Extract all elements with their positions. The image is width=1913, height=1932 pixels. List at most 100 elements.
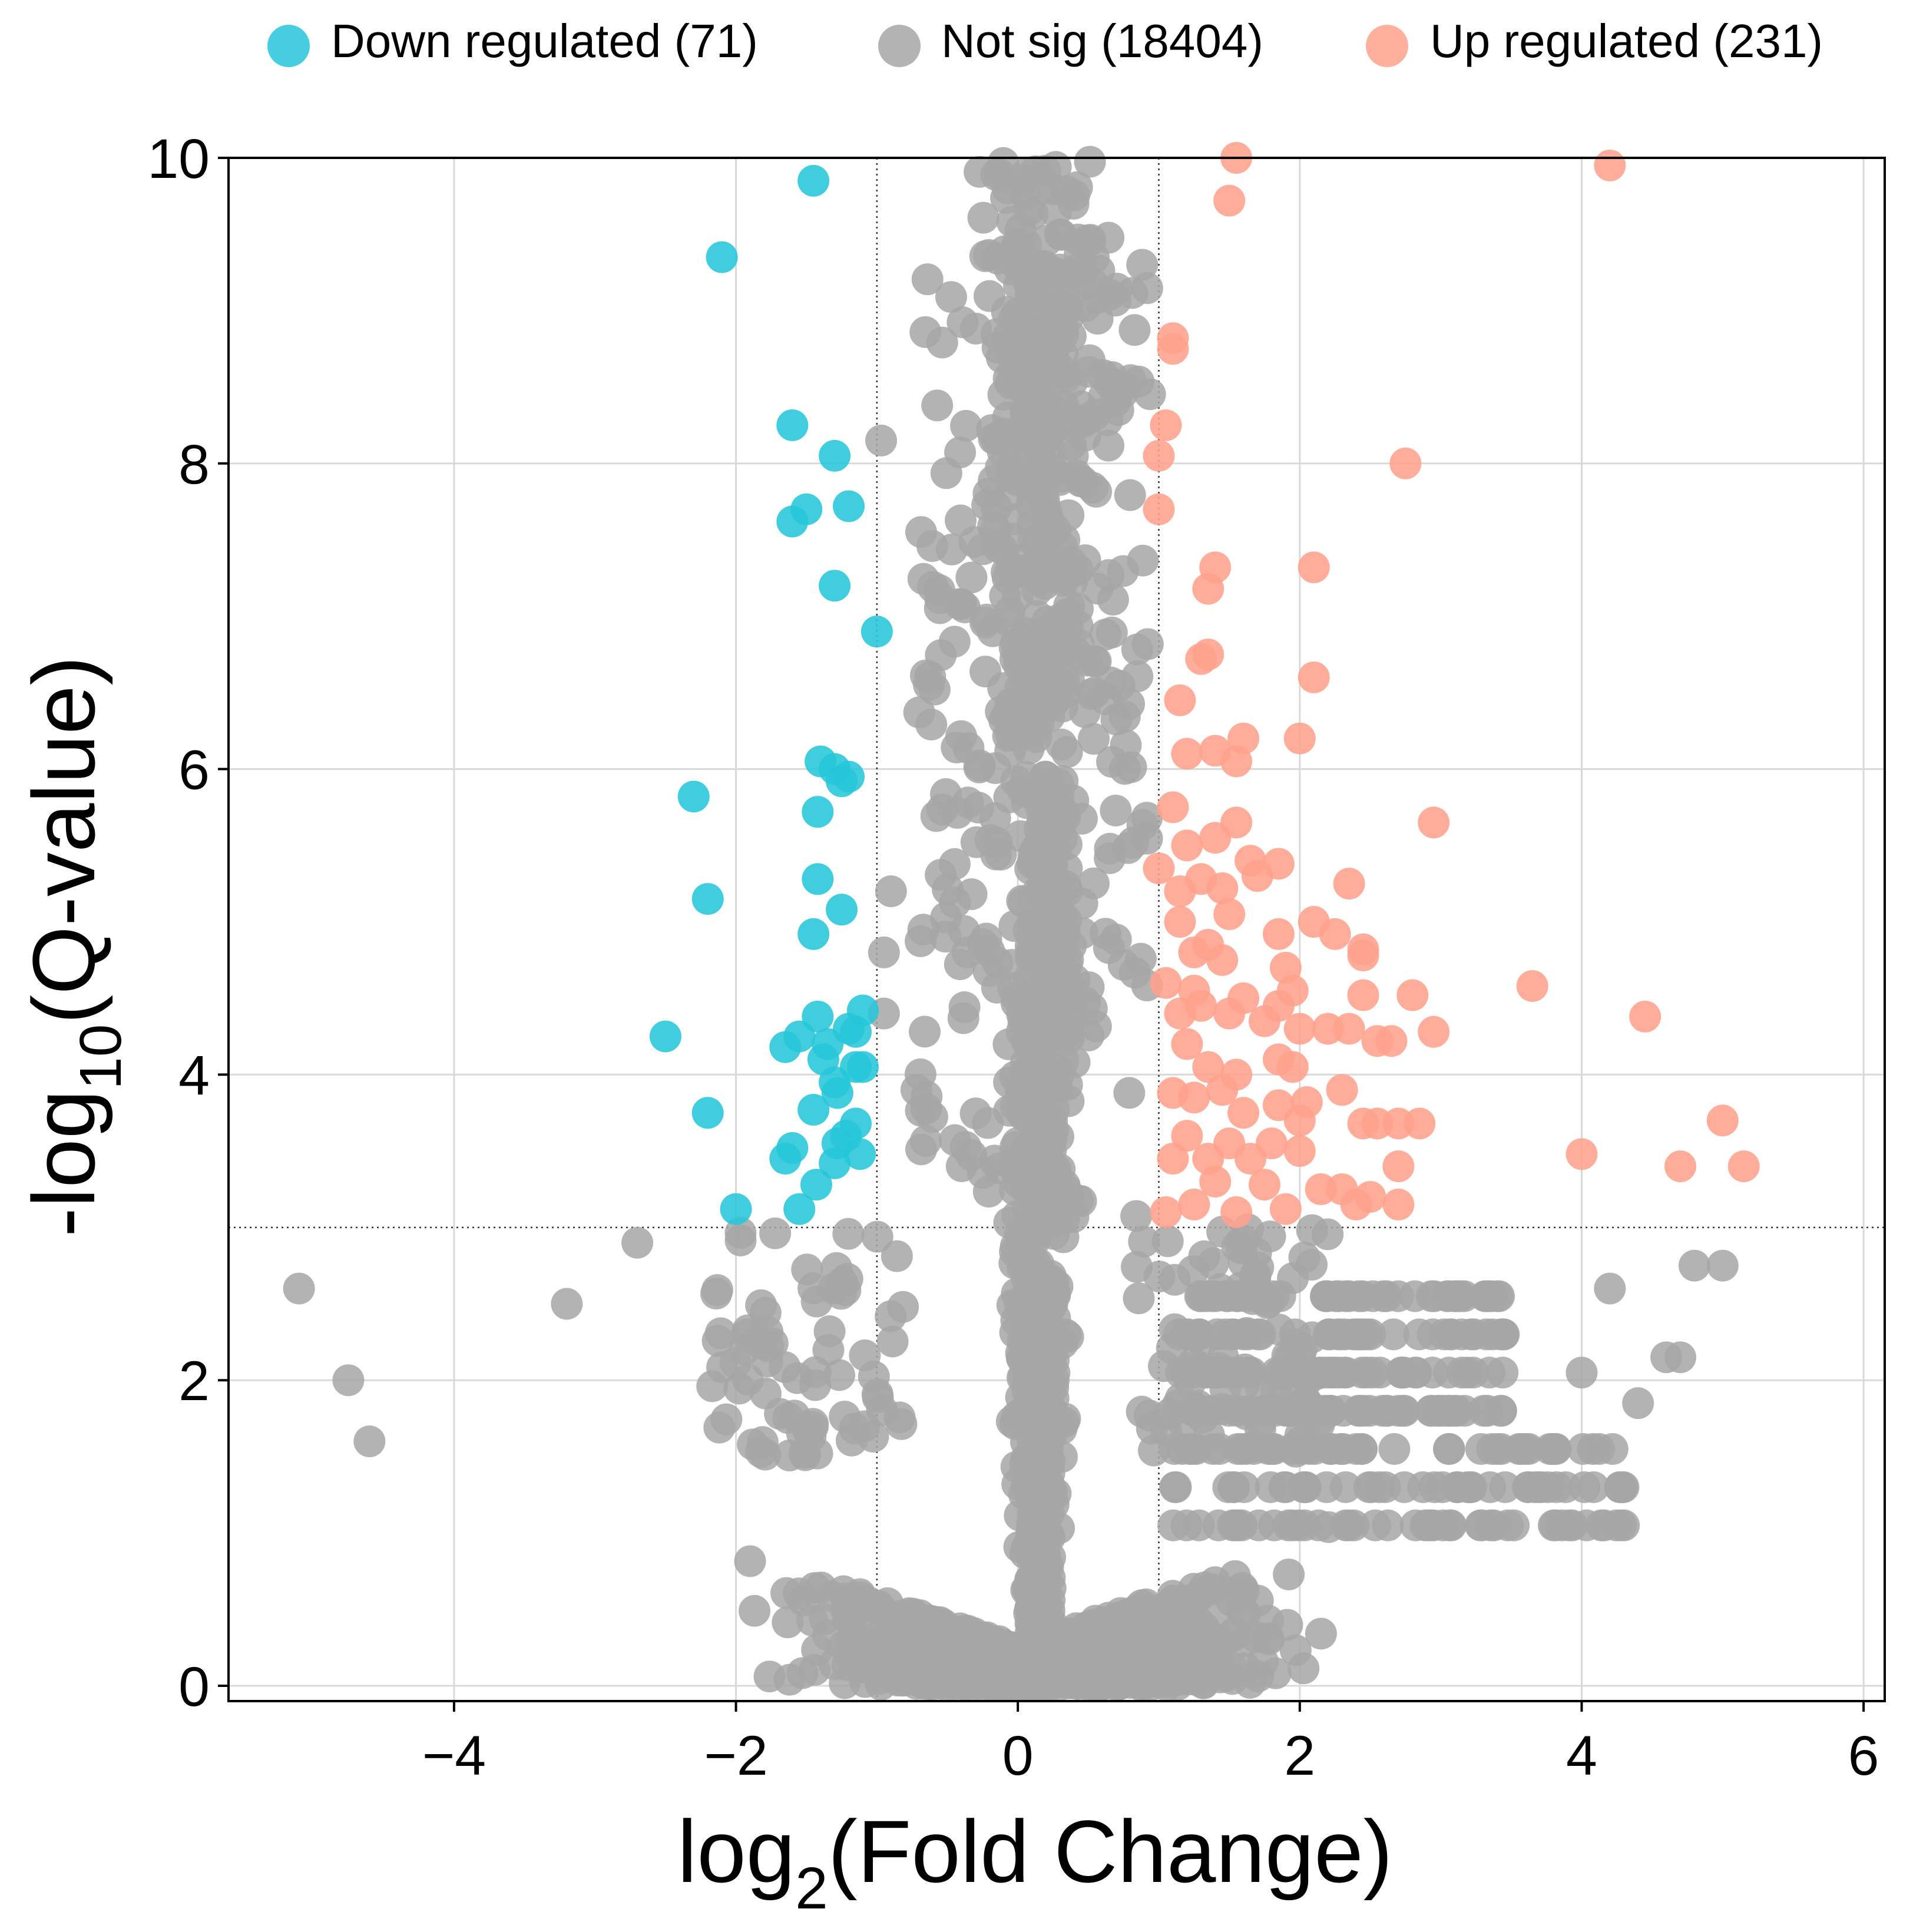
- down-regulated-point: [769, 1143, 802, 1175]
- not-sig-point: [724, 1224, 757, 1256]
- up-regulated-point: [1298, 551, 1330, 584]
- not-sig-point: [1041, 1054, 1073, 1086]
- not-sig-point: [1302, 1509, 1335, 1541]
- up-regulated-point: [1164, 684, 1196, 716]
- up-regulated-point: [1283, 1104, 1316, 1137]
- not-sig-point: [1117, 826, 1149, 859]
- not-sig-point: [772, 1606, 804, 1639]
- not-sig-point: [876, 1325, 909, 1358]
- not-sig-point: [936, 533, 968, 565]
- not-sig-point: [1577, 1471, 1610, 1503]
- x-axis-label: log2(Fold Change): [677, 1802, 1393, 1921]
- not-sig-point: [865, 424, 898, 456]
- not-sig-point: [1206, 1393, 1239, 1425]
- not-sig-point: [1114, 479, 1146, 511]
- not-sig-point: [1113, 1077, 1146, 1109]
- not-sig-point: [1108, 700, 1141, 733]
- up-regulated-point: [1382, 1188, 1415, 1220]
- not-sig-point: [969, 240, 1001, 272]
- not-sig-point: [1143, 1606, 1175, 1639]
- not-sig-point: [1170, 1509, 1203, 1541]
- up-regulated-point: [1150, 967, 1182, 999]
- up-regulated-point: [1326, 1074, 1358, 1106]
- not-sig-point: [948, 1648, 981, 1680]
- not-sig-point: [949, 1131, 982, 1163]
- not-sig-point: [868, 936, 900, 968]
- down-regulated-point: [833, 490, 865, 522]
- down-regulated-point: [691, 883, 724, 915]
- not-sig-point: [945, 588, 977, 620]
- not-sig-point: [739, 1594, 771, 1627]
- not-sig-point: [1066, 887, 1098, 919]
- not-sig-point: [1040, 296, 1072, 328]
- not-sig-point: [745, 1289, 777, 1321]
- not-sig-point: [801, 1633, 833, 1666]
- down-regulated-point: [860, 616, 893, 648]
- up-regulated-point: [1312, 1013, 1344, 1045]
- up-regulated-point: [1298, 661, 1330, 693]
- up-regulated-point: [1157, 791, 1189, 823]
- not-sig-point: [332, 1364, 365, 1397]
- not-sig-point: [1044, 218, 1076, 250]
- not-sig-point: [1131, 272, 1163, 305]
- not-sig-point: [1066, 917, 1098, 950]
- not-sig-point: [759, 1217, 792, 1249]
- not-sig-point: [1277, 1262, 1309, 1295]
- not-sig-point: [862, 1592, 894, 1625]
- not-sig-point: [905, 516, 937, 548]
- not-sig-point: [700, 1278, 733, 1310]
- not-sig-point: [978, 422, 1010, 455]
- not-sig-point: [1035, 1134, 1067, 1167]
- not-sig-point: [1010, 1262, 1042, 1294]
- down-regulated-point: [802, 796, 834, 828]
- up-regulated-point: [1396, 979, 1429, 1011]
- y-tick-label: 2: [178, 1350, 210, 1412]
- not-sig-point: [1100, 795, 1132, 827]
- not-sig-point: [1622, 1387, 1654, 1420]
- not-sig-point: [1167, 1406, 1200, 1438]
- not-sig-point: [920, 800, 952, 832]
- not-sig-point: [1418, 1280, 1451, 1312]
- not-sig-point: [905, 925, 937, 957]
- not-sig-point: [1505, 1433, 1537, 1465]
- not-sig-point: [1014, 279, 1047, 311]
- not-sig-point: [1069, 544, 1101, 577]
- not-sig-point: [1143, 1261, 1176, 1293]
- up-regulated-point: [1171, 829, 1203, 862]
- not-sig-point: [1382, 1280, 1414, 1312]
- not-sig-point: [967, 201, 999, 234]
- up-regulated-point: [1143, 439, 1175, 472]
- not-sig-point: [820, 1252, 853, 1284]
- not-sig-point: [1434, 1318, 1467, 1351]
- up-regulated-point: [1199, 1166, 1232, 1198]
- not-sig-point: [1028, 1562, 1061, 1594]
- not-sig-point: [930, 457, 962, 489]
- not-sig-point: [1078, 723, 1110, 755]
- not-sig-point: [1338, 1509, 1370, 1541]
- up-regulated-point: [1269, 951, 1302, 984]
- not-sig-point: [1553, 1509, 1586, 1541]
- not-sig-point: [1124, 942, 1157, 975]
- not-sig-point: [1156, 1332, 1188, 1364]
- not-sig-point: [751, 1345, 783, 1378]
- not-sig-point: [737, 1428, 769, 1461]
- not-sig-point: [1444, 1280, 1477, 1312]
- not-sig-point: [1664, 1341, 1696, 1374]
- down-regulated-point: [839, 1051, 872, 1083]
- not-sig-point: [1594, 1272, 1626, 1305]
- not-sig-point: [932, 873, 964, 905]
- not-sig-point: [1025, 373, 1058, 406]
- up-regulated-point: [1164, 906, 1196, 938]
- up-regulated-point: [1340, 1188, 1372, 1220]
- not-sig-point: [1094, 842, 1126, 874]
- up-regulated-point: [1220, 745, 1253, 778]
- down-regulated-point: [839, 1015, 872, 1048]
- not-sig-point: [1123, 365, 1155, 398]
- up-regulated-point: [1283, 1013, 1316, 1045]
- not-sig-point: [1305, 1617, 1337, 1650]
- not-sig-point: [887, 1291, 919, 1323]
- not-sig-point: [799, 1572, 831, 1604]
- not-sig-point: [959, 1097, 992, 1130]
- up-regulated-point: [1171, 737, 1203, 770]
- not-sig-point: [1001, 229, 1033, 261]
